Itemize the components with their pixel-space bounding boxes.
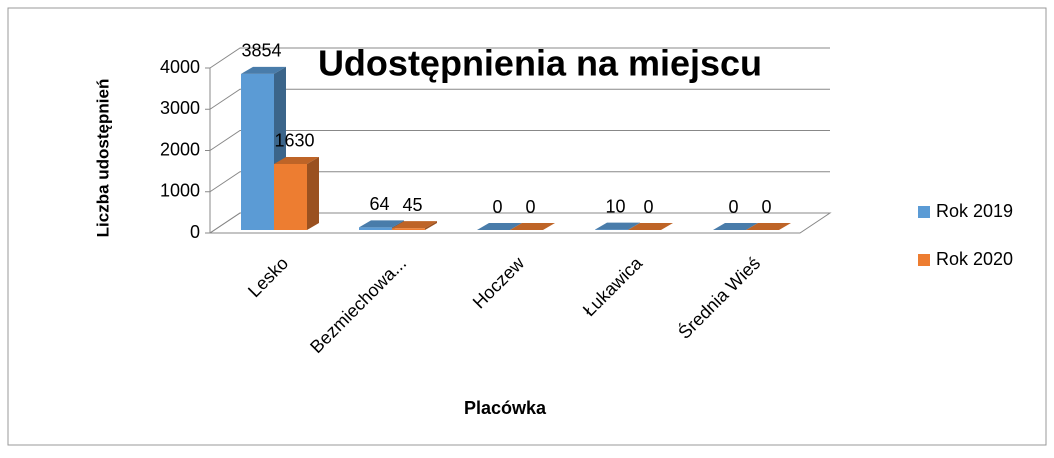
y-tick-label: 0 bbox=[190, 222, 200, 242]
legend-swatch bbox=[918, 206, 930, 218]
data-label: 3854 bbox=[241, 41, 281, 61]
legend-label: Rok 2019 bbox=[936, 201, 1013, 221]
y-tick-label: 2000 bbox=[160, 139, 200, 159]
legend-swatch bbox=[918, 254, 930, 266]
bar-front bbox=[274, 164, 307, 230]
data-label: 1630 bbox=[274, 131, 314, 151]
data-label: 10 bbox=[605, 196, 625, 216]
bar-side bbox=[307, 157, 319, 230]
bar-front bbox=[359, 227, 392, 230]
y-tick-label: 1000 bbox=[160, 181, 200, 201]
bar-front bbox=[241, 74, 274, 230]
y-tick-label: 4000 bbox=[160, 57, 200, 77]
data-label: 0 bbox=[728, 197, 738, 217]
data-label: 0 bbox=[643, 197, 653, 217]
legend-label: Rok 2020 bbox=[936, 249, 1013, 269]
chart-title: Udostępnienia na miejscu bbox=[318, 43, 762, 84]
data-label: 0 bbox=[761, 197, 771, 217]
data-label: 45 bbox=[402, 195, 422, 215]
x-axis-label: Placówka bbox=[464, 398, 547, 418]
y-tick-label: 3000 bbox=[160, 98, 200, 118]
data-label: 64 bbox=[369, 194, 389, 214]
data-label: 0 bbox=[525, 197, 535, 217]
y-axis-label: Liczba udostępnień bbox=[93, 79, 112, 238]
bar bbox=[274, 157, 319, 230]
data-label: 0 bbox=[492, 197, 502, 217]
bar-front bbox=[392, 228, 425, 230]
